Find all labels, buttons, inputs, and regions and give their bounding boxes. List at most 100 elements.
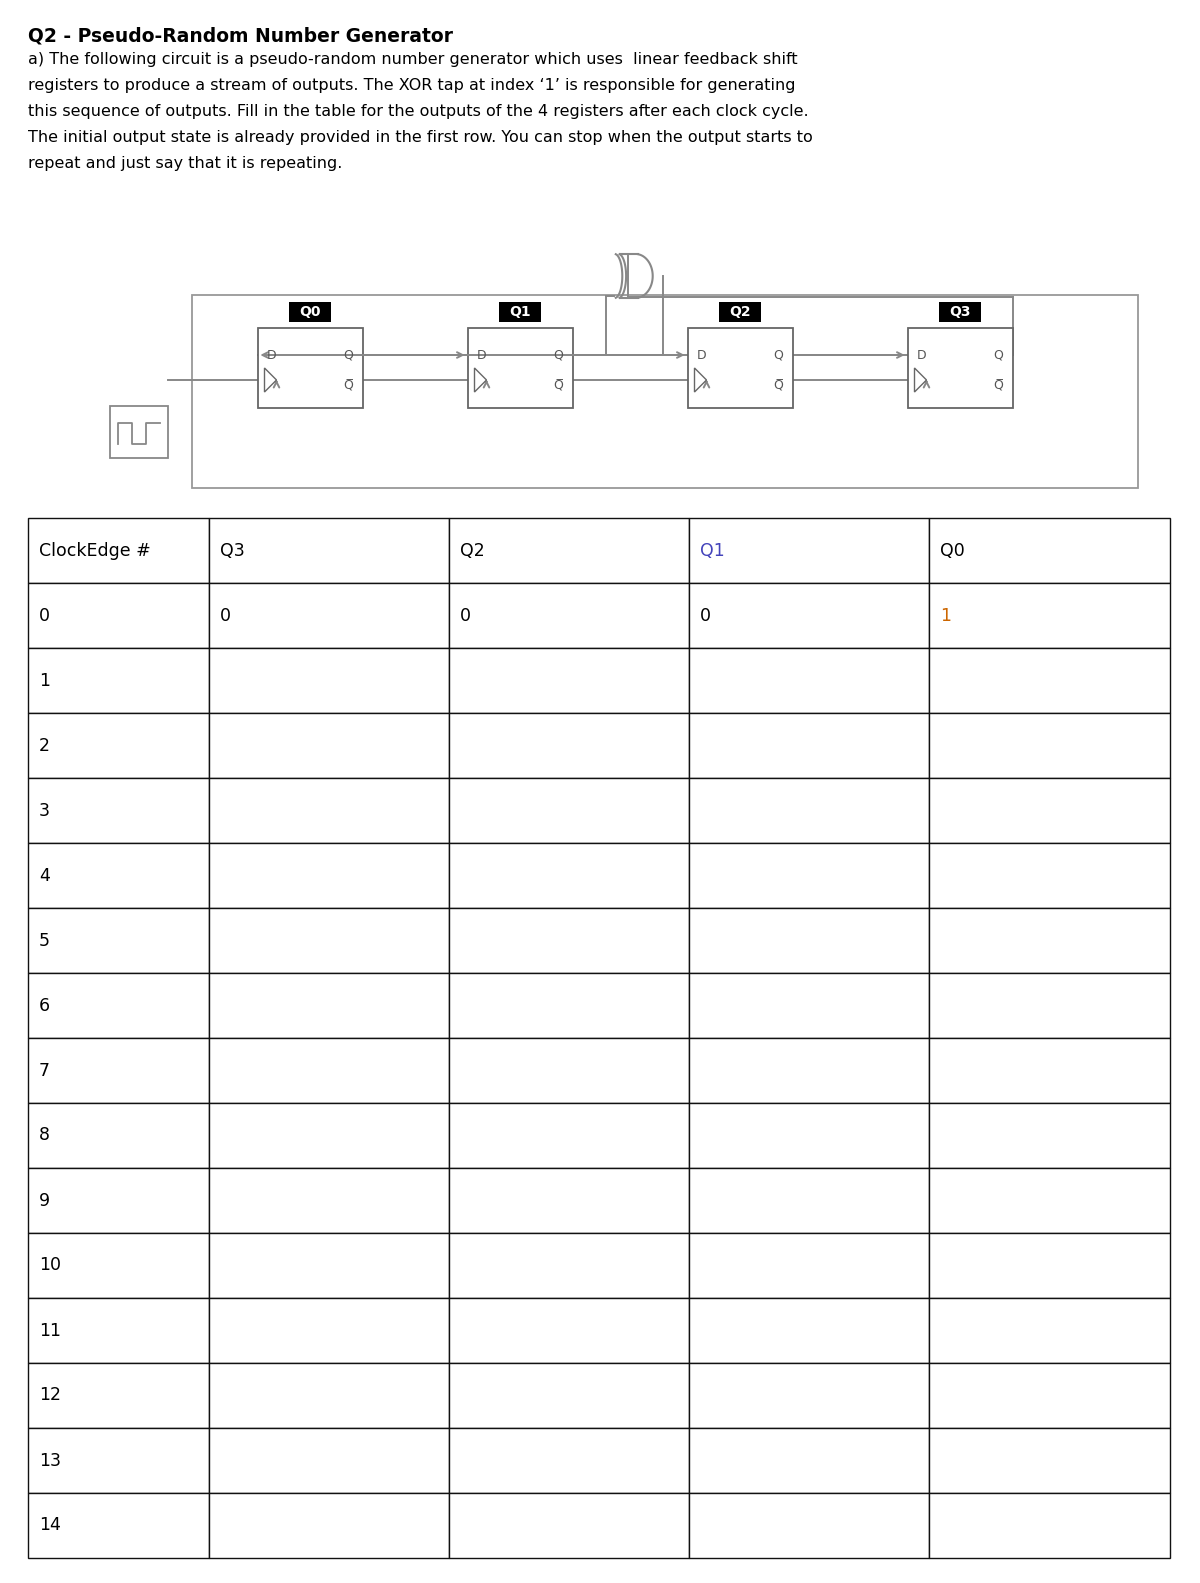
Text: 7: 7 xyxy=(38,1062,50,1080)
Bar xyxy=(449,1363,689,1428)
Bar xyxy=(930,1168,1170,1233)
Bar xyxy=(110,405,168,457)
Text: 5: 5 xyxy=(38,931,50,950)
Polygon shape xyxy=(695,367,707,393)
Text: 2: 2 xyxy=(38,736,50,755)
Text: Q0: Q0 xyxy=(299,306,320,320)
Bar xyxy=(28,1168,209,1233)
Bar xyxy=(449,1298,689,1363)
Bar xyxy=(209,518,449,583)
Bar xyxy=(449,1493,689,1558)
Bar xyxy=(449,974,689,1038)
Text: Q0: Q0 xyxy=(941,541,965,559)
Bar xyxy=(209,1233,449,1298)
Bar xyxy=(209,583,449,647)
Text: 0: 0 xyxy=(38,606,50,625)
Bar xyxy=(930,844,1170,909)
Text: ClockEdge #: ClockEdge # xyxy=(38,541,151,559)
Bar xyxy=(28,647,209,712)
Bar xyxy=(930,974,1170,1038)
Bar xyxy=(28,909,209,974)
Text: 0: 0 xyxy=(701,606,712,625)
Bar xyxy=(289,302,331,321)
Bar xyxy=(449,1038,689,1103)
Bar xyxy=(449,777,689,844)
Bar xyxy=(449,583,689,647)
Text: Q̅: Q̅ xyxy=(994,380,1003,393)
Text: 1: 1 xyxy=(941,606,952,625)
Bar xyxy=(689,1233,930,1298)
Polygon shape xyxy=(264,367,276,393)
Bar xyxy=(719,302,761,321)
Bar xyxy=(468,328,572,408)
Bar xyxy=(689,712,930,777)
Bar xyxy=(689,1493,930,1558)
Bar xyxy=(689,1038,930,1103)
Text: Q̅: Q̅ xyxy=(553,380,564,393)
Bar xyxy=(209,1363,449,1428)
Bar xyxy=(449,712,689,777)
Bar xyxy=(449,844,689,909)
Text: Q3: Q3 xyxy=(220,541,245,559)
Bar xyxy=(209,1168,449,1233)
Bar xyxy=(449,1103,689,1168)
Text: 0: 0 xyxy=(460,606,470,625)
Bar xyxy=(209,1493,449,1558)
Bar xyxy=(209,647,449,712)
Text: 1: 1 xyxy=(38,671,50,690)
Text: 9: 9 xyxy=(38,1192,50,1209)
Bar xyxy=(28,844,209,909)
Bar xyxy=(930,1103,1170,1168)
Bar xyxy=(449,1168,689,1233)
Bar xyxy=(930,1298,1170,1363)
Text: D: D xyxy=(476,348,486,361)
Text: Q̅: Q̅ xyxy=(343,380,354,393)
Text: 11: 11 xyxy=(38,1322,61,1339)
Text: 4: 4 xyxy=(38,866,50,885)
Bar xyxy=(930,647,1170,712)
Text: 12: 12 xyxy=(38,1387,61,1404)
Bar xyxy=(930,712,1170,777)
Bar xyxy=(930,1363,1170,1428)
Bar xyxy=(689,1363,930,1428)
Bar xyxy=(28,1363,209,1428)
Text: Q: Q xyxy=(343,348,354,361)
Bar xyxy=(930,1493,1170,1558)
Text: Q: Q xyxy=(994,348,1003,361)
Text: Q̅: Q̅ xyxy=(774,380,784,393)
Bar xyxy=(689,583,930,647)
Bar xyxy=(930,1038,1170,1103)
Text: registers to produce a stream of outputs. The XOR tap at index ‘1’ is responsibl: registers to produce a stream of outputs… xyxy=(28,78,796,93)
Bar xyxy=(28,518,209,583)
Bar xyxy=(449,1233,689,1298)
Text: 8: 8 xyxy=(38,1127,50,1145)
Bar xyxy=(209,777,449,844)
Text: Q1: Q1 xyxy=(509,306,530,320)
Bar xyxy=(689,909,930,974)
Bar xyxy=(192,294,1138,488)
Bar xyxy=(28,974,209,1038)
Bar xyxy=(930,1428,1170,1493)
Text: 14: 14 xyxy=(38,1517,61,1534)
Bar xyxy=(689,974,930,1038)
Polygon shape xyxy=(914,367,926,393)
Text: Q2: Q2 xyxy=(460,541,485,559)
Text: 13: 13 xyxy=(38,1452,61,1469)
Bar xyxy=(689,1168,930,1233)
Bar xyxy=(209,974,449,1038)
Bar xyxy=(688,328,792,408)
Bar xyxy=(258,328,362,408)
Polygon shape xyxy=(474,367,486,393)
Bar xyxy=(907,328,1013,408)
Bar xyxy=(449,518,689,583)
Bar xyxy=(28,712,209,777)
Text: Q2: Q2 xyxy=(730,306,751,320)
Bar xyxy=(209,909,449,974)
Bar xyxy=(28,1233,209,1298)
Bar xyxy=(28,1493,209,1558)
Bar xyxy=(930,518,1170,583)
Bar xyxy=(689,844,930,909)
Bar xyxy=(209,1298,449,1363)
Text: this sequence of outputs. Fill in the table for the outputs of the 4 registers a: this sequence of outputs. Fill in the ta… xyxy=(28,104,809,119)
Text: a) The following circuit is a pseudo-random number generator which uses  linear : a) The following circuit is a pseudo-ran… xyxy=(28,52,798,66)
